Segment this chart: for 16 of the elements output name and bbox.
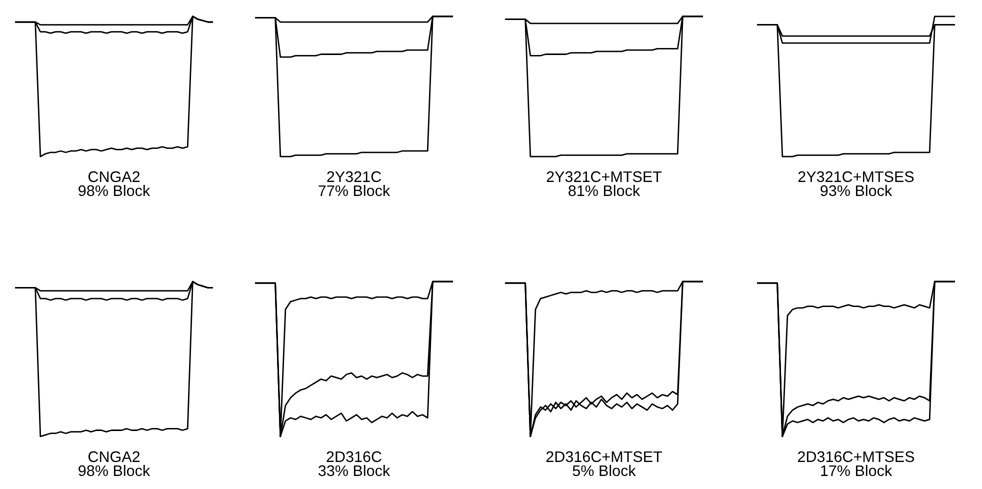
text: 98% Block (78, 464, 150, 476)
text: 2D316C (326, 451, 382, 462)
text: 98% Block (78, 184, 150, 196)
text: 77% Block (318, 184, 390, 196)
text: CNGA2 (88, 451, 140, 462)
text: 2Y321C+MTSES (798, 171, 914, 182)
text: CNGA2 (88, 171, 140, 182)
text: 2D316C+MTSET (546, 451, 662, 462)
text: 2Y321C (327, 171, 382, 182)
text: 5% Block (572, 464, 636, 476)
text: 93% Block (820, 184, 892, 196)
text: 2Y321C+MTSET (546, 171, 662, 182)
text: 33% Block (318, 464, 390, 476)
text: 2D316C+MTSES (798, 451, 914, 462)
text: 17% Block (821, 464, 892, 476)
text: 81% Block (568, 184, 640, 196)
